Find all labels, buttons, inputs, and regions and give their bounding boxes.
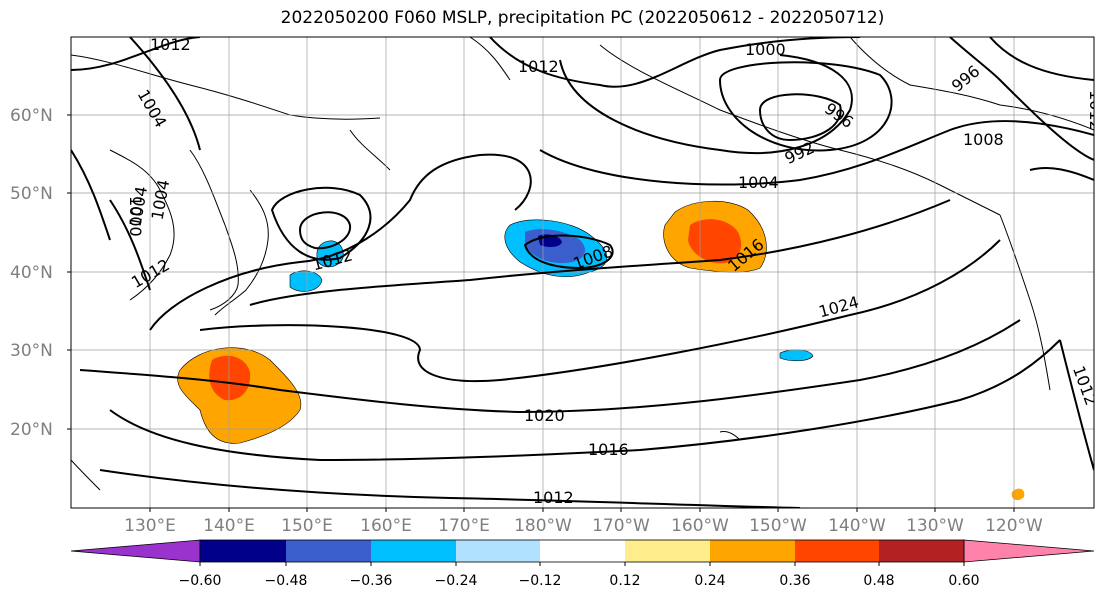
- map-area: 1012 1004 1012 1000 996 996 992 1008 100…: [71, 35, 1105, 508]
- colorbar-tick-label: 0.36: [779, 573, 810, 589]
- colorbar-segment: [795, 540, 879, 562]
- colorbar-frame: [199, 539, 965, 563]
- colorbar: −0.60 −0.48 −0.36 −0.24 −0.12 0.12 0.24 …: [70, 539, 1095, 589]
- colorbar-segment: [625, 540, 710, 562]
- isobar-label: 1004: [738, 173, 779, 192]
- lat-label: 30°N: [10, 341, 53, 361]
- isobar-label: 1004: [134, 86, 171, 131]
- isobar-label: 1008: [963, 130, 1004, 149]
- colorbar-segment: [371, 540, 456, 562]
- isobar-labels: 1012 1004 1012 1000 996 996 992 1008 100…: [125, 35, 1105, 507]
- colorbar-tick-label: −0.60: [179, 573, 222, 589]
- colorbar-segment: [286, 540, 371, 562]
- colorbar-segment: [540, 540, 625, 562]
- colorbar-tick-label: 0.48: [863, 573, 894, 589]
- precip-negative-patch: [779, 349, 814, 362]
- colorbar-segment: [200, 540, 286, 562]
- isobars: [71, 37, 1094, 508]
- isobar-label: 1012: [518, 57, 559, 76]
- isobar-label: 1000: [745, 40, 786, 59]
- lon-label: 170°W: [592, 516, 650, 536]
- lat-label: 50°N: [10, 184, 53, 204]
- isobar-label: 1020: [524, 406, 565, 425]
- colorbar-tick-label: 0.12: [609, 573, 640, 589]
- colorbar-extend-high: [963, 539, 1095, 563]
- lon-label: 150°E: [281, 516, 333, 536]
- lon-label: 140°E: [203, 516, 255, 536]
- lon-label: 130°W: [906, 516, 964, 536]
- lon-label: 170°E: [438, 516, 490, 536]
- colorbar-segment: [879, 540, 964, 562]
- colorbar-tick-label: −0.12: [519, 573, 562, 589]
- isobar-label: 1012: [128, 255, 173, 292]
- colorbar-tick-label: −0.48: [265, 573, 308, 589]
- isobar-label: 1004: [125, 185, 151, 228]
- lon-label: 130°E: [124, 516, 176, 536]
- map-title: 2022050200 F060 MSLP, precipitation PC (…: [280, 8, 885, 28]
- isobar-label: 1000: [126, 196, 145, 237]
- colorbar-segment: [710, 540, 795, 562]
- lon-label: 120°W: [985, 516, 1043, 536]
- lat-label: 40°N: [10, 263, 53, 283]
- axis-ticks: [67, 114, 1015, 512]
- colorbar-tick-label: −0.24: [435, 573, 478, 589]
- lon-label: 150°W: [749, 516, 807, 536]
- isobar-label: 1004: [148, 178, 174, 221]
- lat-label: 60°N: [10, 106, 53, 126]
- precip-positive-patch: [688, 219, 742, 264]
- precip-patches: [177, 200, 1025, 501]
- longitude-labels: 130°E 140°E 150°E 160°E 170°E 180°W 170°…: [124, 516, 1043, 536]
- lon-label: 160°E: [360, 516, 412, 536]
- precip-positive-patch: [1011, 488, 1025, 501]
- isobar-label: 996: [948, 61, 984, 95]
- isobar-label: 1016: [588, 440, 629, 459]
- colorbar-segment: [456, 540, 540, 562]
- colorbar-tick-label: −0.36: [350, 573, 393, 589]
- lat-label: 20°N: [10, 420, 53, 440]
- isobar-label: 1012: [150, 35, 191, 54]
- graticule: [71, 37, 1094, 508]
- coastlines: [71, 37, 1094, 491]
- latitude-labels: 60°N 50°N 40°N 30°N 20°N: [10, 106, 53, 440]
- lon-label: 140°W: [828, 516, 886, 536]
- isobar-label: 1012: [1069, 363, 1101, 408]
- isobar-label: 1012: [533, 488, 574, 507]
- lon-label: 160°W: [671, 516, 729, 536]
- colorbar-tick-label: 0.24: [694, 573, 725, 589]
- isobar-label: 1012: [310, 245, 354, 274]
- precip-negative-patch: [289, 270, 323, 292]
- colorbar-extend-low: [70, 539, 201, 563]
- isobar-label: 1012: [1086, 90, 1105, 131]
- colorbar-tick-label: 0.60: [948, 573, 979, 589]
- lon-label: 180°W: [514, 516, 572, 536]
- precip-positive-patch: [209, 355, 251, 401]
